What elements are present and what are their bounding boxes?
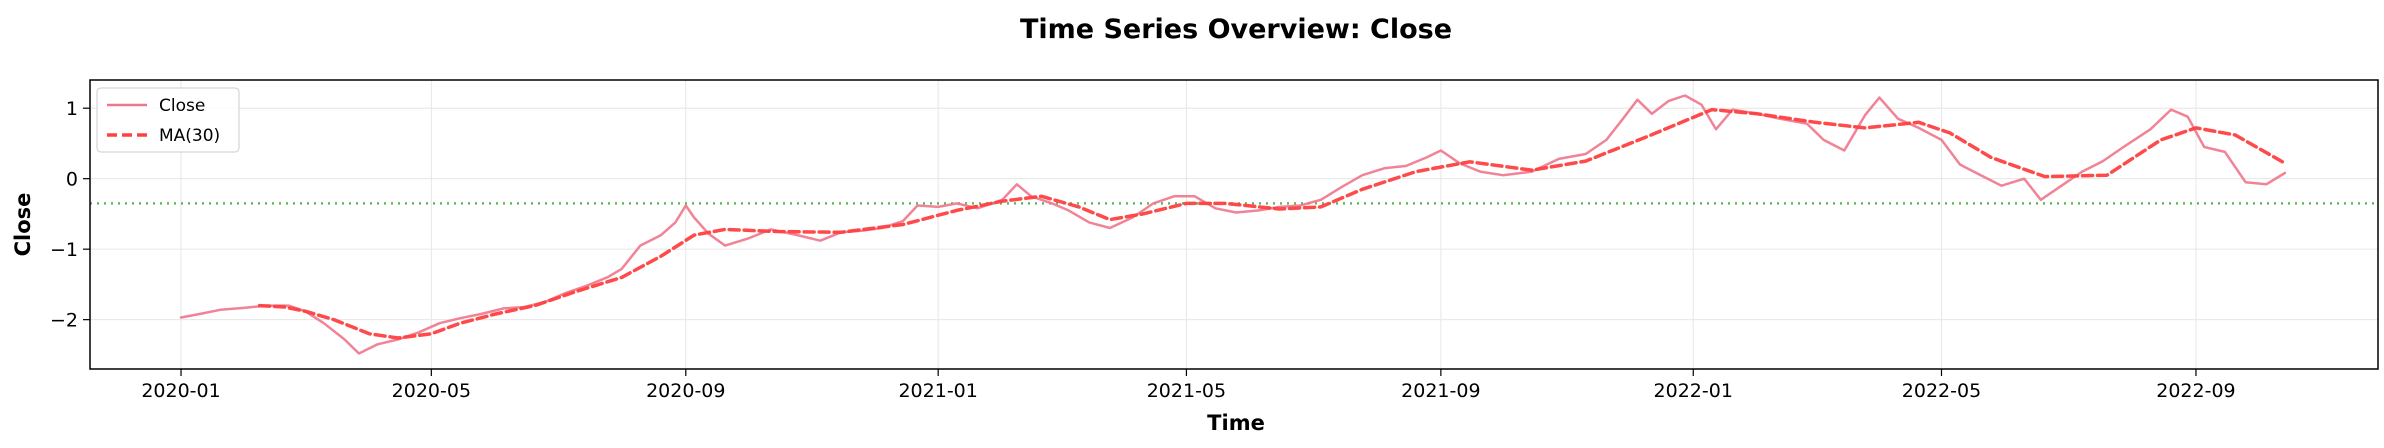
y-tick-label: 0: [66, 169, 78, 191]
x-tick-label: 2020-09: [646, 380, 725, 402]
legend-label-ma30: MA(30): [159, 126, 220, 146]
x-tick-label: 2022-05: [1902, 380, 1981, 402]
plot-area-frame: [89, 79, 2379, 370]
y-tick-label: 1: [66, 98, 78, 120]
x-tick-label: 2021-01: [898, 380, 977, 402]
legend: Close MA(30): [96, 87, 240, 153]
y-tick-label: −1: [50, 239, 78, 261]
x-tick-label: 2020-01: [141, 380, 220, 402]
grid: [90, 80, 2378, 369]
x-tick-label: 2021-09: [1401, 380, 1480, 402]
series-line-ma30: [257, 107, 2287, 340]
y-axis-ticks: −2 −1 0 1: [50, 98, 90, 332]
series-lines: [179, 94, 2287, 355]
x-tick-label: 2020-05: [392, 380, 471, 402]
x-axis-label: Time: [1207, 411, 1265, 435]
x-tick-label: 2021-05: [1147, 380, 1226, 402]
x-axis-ticks: 2020-01 2020-05 2020-09 2021-01 2021-05 2021-…: [141, 369, 2236, 402]
legend-label-close: Close: [159, 96, 205, 116]
y-axis-label: Close: [11, 193, 35, 257]
y-tick-label: −2: [50, 310, 78, 332]
chart-title: Time Series Overview: Close: [1020, 14, 1452, 45]
x-tick-label: 2022-09: [2156, 380, 2235, 402]
x-tick-label: 2022-01: [1654, 380, 1733, 402]
